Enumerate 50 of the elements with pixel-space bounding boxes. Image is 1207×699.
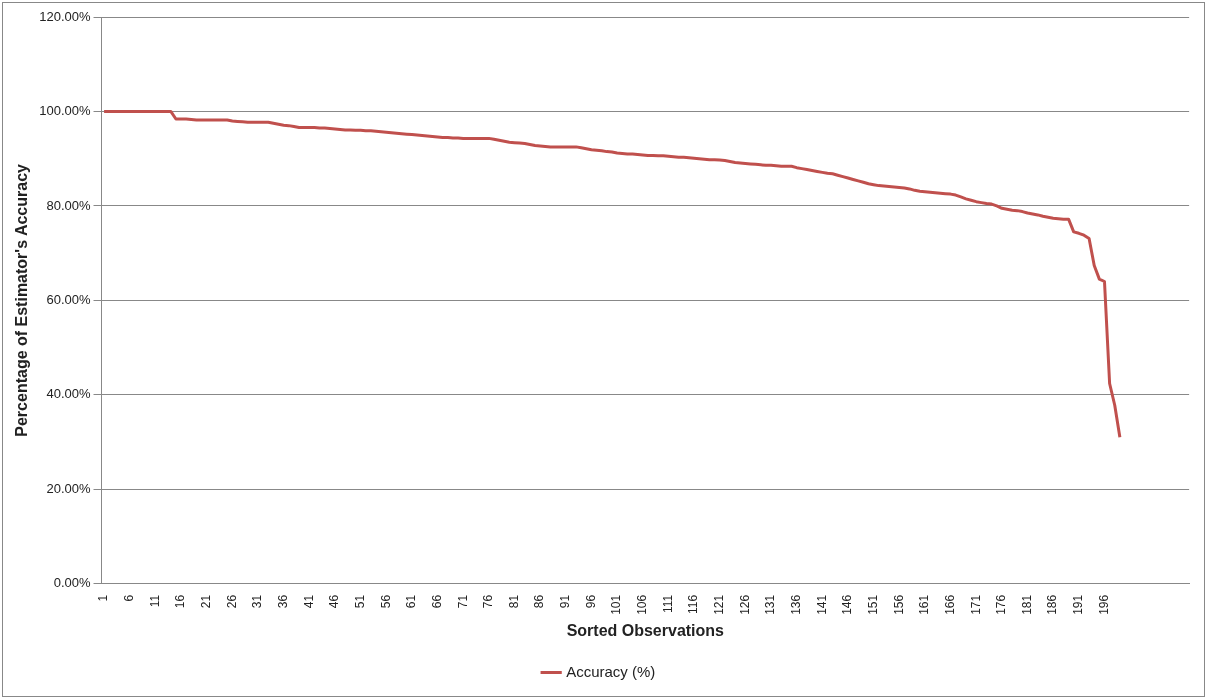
x-tick-label: 171 <box>968 594 983 615</box>
x-tick-label: 56 <box>378 594 393 609</box>
x-tick-label: 21 <box>199 594 213 609</box>
x-tick-label: 41 <box>301 594 316 609</box>
x-tick-label: 26 <box>224 594 239 609</box>
x-tick-label: 46 <box>327 594 342 609</box>
x-tick-label: 111 <box>660 594 675 614</box>
x-tick-label: 36 <box>275 594 290 609</box>
y-tick-label: 40.00% <box>46 386 91 402</box>
y-tick-label: 20.00% <box>46 480 91 496</box>
x-tick-label: 91 <box>558 594 573 609</box>
y-tick-label: 100.00% <box>39 103 91 119</box>
x-tick-label: 136 <box>788 594 803 615</box>
legend-label: Accuracy (%) <box>566 662 656 680</box>
x-tick-label: 81 <box>506 594 521 609</box>
x-tick-label: 1 <box>96 594 111 602</box>
x-tick-label: 141 <box>814 594 829 615</box>
x-tick-label: 6 <box>122 594 137 602</box>
x-tick-label: 106 <box>635 594 650 615</box>
x-tick-label: 76 <box>481 594 496 609</box>
y-tick-label: 80.00% <box>46 197 91 213</box>
x-tick-label: 116 <box>686 594 701 614</box>
x-tick-label: 71 <box>455 594 470 609</box>
x-tick-label: 31 <box>250 594 265 609</box>
x-tick-label: 51 <box>352 594 367 609</box>
x-tick-label: 196 <box>1096 594 1111 615</box>
x-tick-label: 151 <box>865 594 880 615</box>
x-axis-title: Sorted Observations <box>566 621 725 639</box>
x-tick-label: 166 <box>942 594 957 615</box>
x-tick-label: 101 <box>609 594 624 615</box>
x-tick-label: 96 <box>583 594 598 609</box>
x-tick-label: 131 <box>763 594 778 615</box>
x-tick-label: 181 <box>1019 594 1034 615</box>
x-tick-label: 191 <box>1071 594 1086 615</box>
x-tick-label: 161 <box>917 594 932 615</box>
x-tick-label: 186 <box>1045 594 1060 615</box>
x-tick-label: 86 <box>532 594 547 609</box>
x-tick-label: 61 <box>404 594 419 609</box>
x-tick-label: 126 <box>737 594 752 615</box>
x-tick-label: 156 <box>891 594 906 615</box>
y-axis-title: Percentage of Estimator's Accuracy <box>13 163 31 437</box>
y-tick-label: 0.00% <box>53 575 91 591</box>
x-tick-label: 146 <box>840 594 855 615</box>
y-tick-label: 60.00% <box>46 291 91 307</box>
x-tick-label: 66 <box>429 594 444 609</box>
y-tick-label: 120.00% <box>39 8 91 24</box>
x-tick-label: 176 <box>994 594 1009 615</box>
x-tick-label: 11 <box>147 594 162 608</box>
x-tick-label: 16 <box>173 594 188 609</box>
x-tick-label: 121 <box>712 594 727 615</box>
